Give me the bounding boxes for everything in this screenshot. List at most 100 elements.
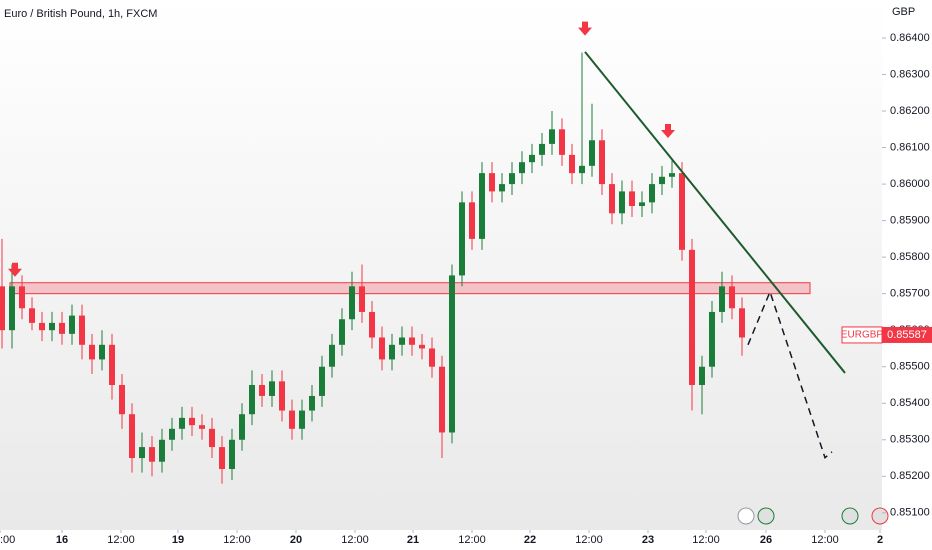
candle-body [529, 154, 535, 163]
candle-body [179, 417, 185, 429]
candle-body [689, 249, 695, 385]
candle-body [649, 184, 655, 203]
x-tick-label: 21 [407, 534, 419, 546]
candle-body [39, 322, 45, 331]
candle-body [149, 447, 155, 462]
x-tick-label: :00 [0, 534, 15, 546]
candle-body [379, 337, 385, 360]
x-tick-label: 22 [524, 534, 536, 546]
candle-body [539, 143, 545, 155]
candle-body [349, 286, 355, 320]
candle-body [369, 311, 375, 338]
candle-body [209, 428, 215, 448]
candle-body [609, 184, 615, 214]
candle-body [499, 184, 505, 192]
x-tick-label: 2 [877, 534, 883, 546]
symbol-tag: EURGBP [841, 330, 884, 341]
candle-body [299, 410, 305, 429]
currency-label: GBP [892, 6, 915, 18]
candle-body [739, 308, 745, 338]
candle-body [449, 275, 455, 433]
y-tick-label: 0.85700 [890, 288, 930, 300]
y-tick-label: 0.86100 [890, 141, 930, 153]
candle-body [9, 286, 15, 331]
candle-body [549, 129, 555, 144]
x-tick-label: 12:00 [458, 534, 486, 546]
candle-body [319, 366, 325, 396]
last-price-label: 0.85587 [887, 329, 927, 341]
candle-body [89, 344, 95, 360]
arrow [578, 21, 592, 36]
candle-body [279, 381, 285, 411]
candle-body [659, 176, 665, 185]
candle-body [99, 344, 105, 360]
candle-body [229, 439, 235, 470]
candle-body [169, 428, 175, 440]
candle-body [579, 165, 585, 174]
candle-body [429, 348, 435, 367]
icon [841, 507, 859, 525]
candle-body [419, 344, 425, 349]
arrow [8, 262, 22, 277]
projection-path [747, 289, 833, 459]
candle-body [599, 140, 605, 185]
y-tick-label: 0.85400 [890, 397, 930, 409]
y-tick-label: 0.85800 [890, 251, 930, 263]
y-tick-label: 0.86400 [890, 32, 930, 44]
candle-body [289, 410, 295, 429]
y-tick-label: 0.85200 [890, 470, 930, 482]
candle-body [389, 344, 395, 360]
y-tick-label: 0.85300 [890, 434, 930, 446]
candle-body [469, 202, 475, 239]
y-tick-label: 0.86200 [890, 105, 930, 117]
last-price-bg [882, 326, 932, 343]
x-tick-label: 12:00 [692, 534, 720, 546]
candle-body [0, 286, 6, 331]
candle-body [129, 414, 135, 459]
candle-body [729, 286, 735, 309]
candle-body [249, 384, 255, 415]
x-tick-label: 20 [290, 534, 302, 546]
x-tick-label: 16 [56, 534, 68, 546]
x-tick-label: 12:00 [223, 534, 251, 546]
candle-body [219, 447, 225, 470]
candle-body [339, 319, 345, 345]
candle-body [359, 286, 365, 312]
candle-body [109, 344, 115, 385]
y-tick-label: 0.86300 [890, 68, 930, 80]
candle-body [49, 322, 55, 331]
candle-body [119, 384, 125, 415]
candle-body [139, 447, 145, 459]
arrow [661, 123, 675, 138]
candle-body [589, 140, 595, 166]
candle-body [399, 337, 405, 345]
time-axis-bg [0, 530, 882, 550]
candle-body [619, 191, 625, 214]
candle-body [159, 439, 165, 462]
candle-body [189, 417, 195, 426]
candle-body [509, 173, 515, 185]
candle-body [29, 308, 35, 323]
x-tick-label: 23 [642, 534, 654, 546]
candle-body [569, 154, 575, 174]
candle-body [709, 311, 715, 367]
candle-body [669, 173, 675, 177]
icon [737, 507, 755, 525]
candle-body [679, 173, 685, 250]
y-tick-label: 0.85500 [890, 361, 930, 373]
candle-body [269, 381, 275, 396]
candle-body [59, 322, 65, 334]
price-axis-bg [882, 0, 932, 550]
candle-body [409, 337, 415, 345]
candle-body [439, 366, 445, 433]
candle-body [489, 173, 495, 192]
icon [871, 507, 889, 525]
icon [757, 507, 775, 525]
candle-body [699, 366, 705, 385]
candle-body [19, 286, 25, 309]
candle-body [479, 173, 485, 239]
candle-body [239, 414, 245, 440]
x-tick-label: 26 [760, 534, 772, 546]
